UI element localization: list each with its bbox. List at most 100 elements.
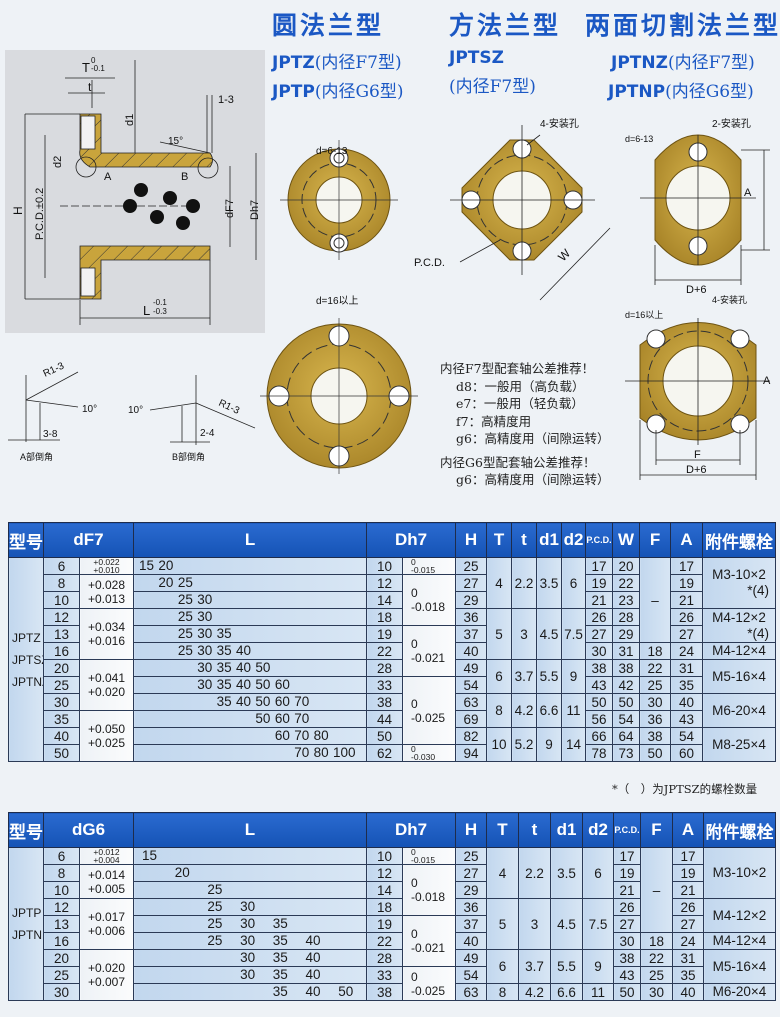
column-header: 附件螺栓 [703, 812, 776, 848]
length-value: 60 [274, 711, 290, 726]
f-cell: – [639, 557, 672, 643]
length-value: 35 [272, 967, 288, 982]
bore-d-cell: 35 [43, 710, 80, 728]
bore-tolerance-cell: +0.022 +0.010 [78, 557, 135, 575]
label-cut-small-d: d=6-13 [625, 134, 653, 144]
a-cell: 19 [670, 574, 704, 592]
tolerance-lower: +0.006 [87, 924, 126, 938]
t-cell: 2.2 [511, 557, 538, 609]
flange-h-cell: 25 [455, 847, 487, 865]
bore-d-cell: 8 [43, 574, 80, 592]
length-value: 30 [197, 592, 213, 607]
pcd-cell: 21 [585, 591, 614, 609]
tolerance-lower: -0.021 [411, 941, 446, 955]
flange-h-cell: 27 [455, 574, 488, 592]
length-value: 30 [197, 626, 213, 641]
flange-h-cell: 36 [455, 898, 487, 916]
bore-d-cell: 16 [43, 932, 80, 950]
bore-d-cell: 13 [43, 625, 80, 643]
length-value: 35 [216, 694, 232, 709]
length-value: 60 [274, 694, 290, 709]
length-value: 80 [313, 745, 329, 760]
outer-d-cell: 10 [366, 557, 404, 575]
bore-d-cell: 12 [43, 608, 80, 626]
f-cell: 38 [639, 727, 672, 745]
length-value: 25 [177, 609, 193, 624]
table-row: 13 25 30 35 19 0 -0.021 37 27 29 27 [9, 625, 776, 677]
outer-tolerance-cell: 0 -0.025 [402, 966, 456, 1001]
outer-d-cell: 18 [366, 898, 403, 916]
length-value: 50 [255, 677, 271, 692]
table-row: 20 +0.041 +0.020 30 35 40 50 28 49 6 3.7 5.5 9 38 38 22… [9, 659, 777, 711]
f-cell: – [640, 847, 673, 933]
a-cell: 60 [670, 744, 704, 762]
outer-d-cell: 14 [366, 591, 404, 609]
outer-tolerance-cell: 0 -0.021 [402, 625, 457, 677]
cut-flange-small [640, 134, 770, 285]
t-cell: 6 [486, 949, 519, 984]
a-cell: 54 [670, 727, 704, 745]
f-cell: 18 [639, 642, 672, 660]
label-cut-large-d: d=16以上 [625, 310, 663, 320]
f7-note-item: e7：一般用（轻负载） [456, 396, 584, 411]
outer-tolerance-cell: 0 -0.030 [402, 744, 457, 762]
column-header: H [455, 522, 488, 558]
label-T-tol-upper: 0 [91, 56, 96, 65]
round-flange-small [280, 140, 398, 260]
length-value: 15 [139, 558, 155, 573]
length-cell: 20 [133, 864, 367, 882]
round-model-f7: JPTZ(内径F7型) [272, 48, 402, 73]
f-cell: 22 [640, 949, 673, 967]
outer-d-cell: 50 [366, 727, 404, 745]
f7-note-item: f7：高精度用 [456, 413, 532, 429]
flange-h-cell: 36 [455, 608, 488, 626]
d1-cell: 3.5 [550, 847, 583, 899]
t-cell: 3 [518, 898, 551, 950]
model-name: JPTSZ [12, 652, 43, 667]
flange-h-cell: 54 [455, 966, 487, 984]
pcd-cell: 38 [613, 949, 641, 967]
pcd-cell: 38 [585, 659, 614, 677]
tolerance-upper: 0 [411, 927, 418, 941]
length-cell: 70 80 100 [133, 744, 368, 762]
chamfer-details [8, 371, 256, 445]
bore-d-cell: 13 [43, 915, 80, 933]
a-cell: 35 [670, 676, 704, 694]
label-L-tol-lower: -0.3 [153, 307, 167, 316]
length-cell: 30 35 40 [133, 966, 367, 984]
length-value: 25 [177, 626, 193, 641]
label-t: t [88, 80, 92, 94]
bolt-cell: M4-12×2 *(4) [702, 608, 777, 643]
tolerance-upper: +0.017 [87, 910, 126, 924]
table-row: 8 +0.014 +0.005 20 12 0 -0.018 27 19 19 [9, 864, 776, 916]
tolerance-lower: -0.021 [411, 651, 446, 665]
tolerance-lower: +0.004 [93, 855, 120, 865]
g6-notes-title: 内径G6型配套轴公差推荐！ [440, 454, 596, 470]
pcd-cell: 26 [613, 898, 641, 916]
t-cell: 8 [486, 693, 513, 728]
model-code: JPTP [272, 82, 315, 102]
title-cut-flange: 两面切割法兰型 [585, 11, 780, 40]
length-cell: 30 35 40 [133, 949, 367, 967]
length-cell: 50 60 70 [133, 710, 368, 728]
w-cell: 38 [612, 659, 641, 677]
outer-d-cell: 62 [366, 744, 404, 762]
table-row: 16 25 30 35 40 22 40 30 18 24 M4-12×4 [9, 932, 776, 950]
outer-tolerance-cell: 0 -0.018 [402, 574, 457, 626]
length-value: 25 [207, 882, 223, 897]
a-cell: 31 [670, 659, 704, 677]
length-value: 25 [177, 592, 193, 607]
d1-cell: 5.5 [536, 659, 563, 694]
bolt-cell: M6-20×4 [703, 983, 776, 1001]
length-value: 70 [294, 711, 310, 726]
t-cell: 5.2 [511, 727, 538, 762]
bore-tolerance-cell: +0.012 +0.004 [79, 847, 134, 865]
column-header: t [518, 812, 551, 848]
tolerance-upper: +0.041 [87, 671, 126, 685]
tolerance-lower: -0.015 [411, 855, 436, 865]
column-header: d2 [561, 522, 587, 558]
column-header: t [511, 522, 538, 558]
shaft-tolerance-notes: 内径F7型配套轴公差推荐！ d8：一般用（高负载） e7：一般用（轻负载） f7… [440, 360, 609, 489]
length-value: 25 [207, 933, 223, 948]
bolt-cell: M4-12×4 [702, 642, 777, 660]
